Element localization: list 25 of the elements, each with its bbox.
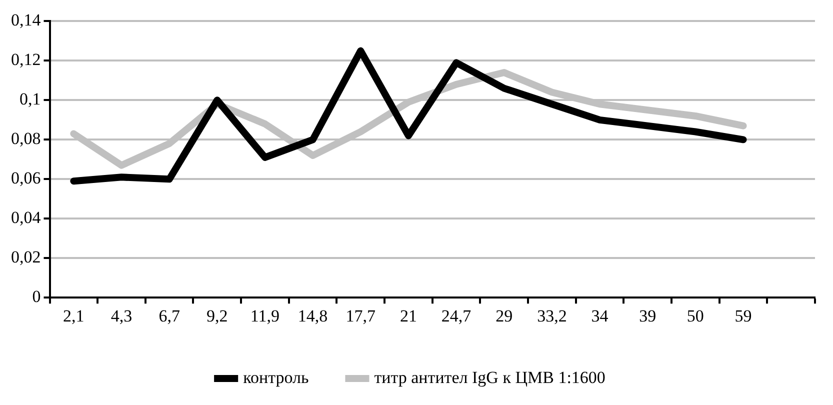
x-tick-label: 33,2 [537,306,567,326]
x-tick-label: 34 [591,306,609,326]
x-tick-label: 17,7 [346,306,376,326]
legend-label: титр антител IgG к ЦМВ 1:1600 [374,368,606,387]
y-tick-label: 0,14 [11,10,42,30]
x-tick-label: 59 [734,306,752,326]
x-tick-label: 50 [686,306,704,326]
y-tick-label: 0 [32,287,41,306]
x-tick-label: 29 [496,306,513,326]
y-tick-label: 0,04 [11,208,42,228]
y-tick-label: 0,1 [20,90,41,109]
x-tick-label: 11,9 [250,306,280,326]
x-tick-label: 9,2 [206,306,228,326]
y-tick-label: 0,06 [11,168,41,188]
x-tick-label: 2,1 [63,306,84,326]
x-tick-label: 6,7 [158,306,180,326]
legend-label: контроль [243,368,309,387]
x-tick-label: 24,7 [441,306,472,326]
y-tick-label: 0,02 [11,248,41,267]
x-tick-label: 4,3 [110,306,132,326]
y-tick-label: 0,08 [11,129,41,148]
x-tick-label: 14,8 [298,306,328,326]
y-tick-label: 0,12 [11,50,41,70]
x-tick-label: 21 [400,306,417,326]
x-tick-label: 39 [639,306,656,326]
